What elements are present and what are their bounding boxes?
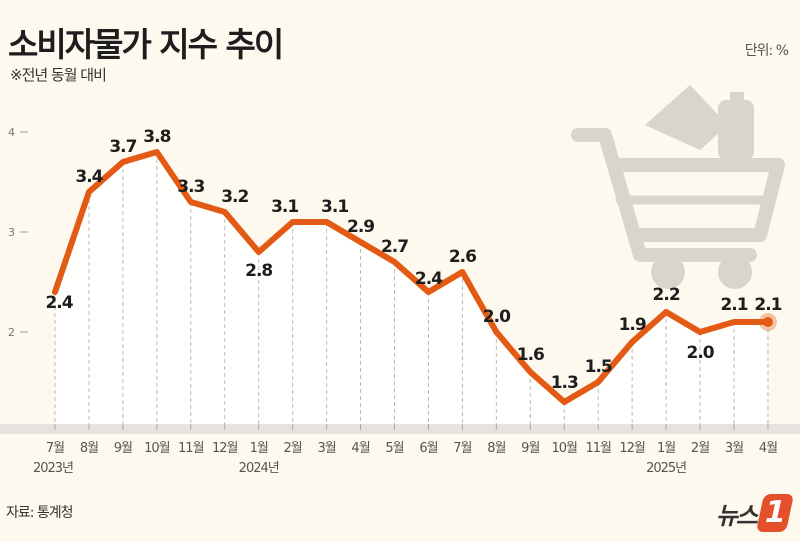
data-label: 3.8	[143, 127, 170, 147]
x-tick-label: 8월	[80, 441, 98, 456]
x-tick-label: 4월	[351, 441, 369, 456]
data-label: 2.1	[754, 295, 781, 315]
y-tick-label: 2	[8, 326, 15, 339]
source-label: 자료: 통계청	[6, 505, 74, 521]
data-label: 2.4	[45, 293, 73, 313]
x-tick-label: 5월	[385, 441, 403, 456]
x-tick-label: 3월	[725, 441, 743, 456]
end-marker	[762, 317, 773, 327]
data-label: 3.1	[321, 197, 348, 217]
x-tick-label: 10월	[144, 441, 170, 456]
x-tick-label: 7월	[46, 441, 64, 456]
chart-subtitle: ※전년 동월 대비	[10, 66, 107, 84]
y-tick-label: 3	[8, 226, 15, 239]
data-label: 2.2	[653, 285, 680, 305]
x-tick-label: 2월	[691, 441, 709, 456]
data-label: 2.0	[686, 343, 714, 363]
series-line	[52, 149, 771, 405]
year-label: 2025년	[646, 461, 686, 476]
data-label: 2.0	[483, 307, 511, 327]
data-label: 1.5	[585, 357, 612, 377]
data-label: 2.8	[245, 261, 272, 281]
data-label: 2.4	[415, 269, 443, 289]
news1-logo: 뉴스 1	[716, 494, 795, 532]
x-tick-label: 7월	[453, 441, 471, 456]
data-label: 3.7	[109, 137, 136, 157]
x-tick-label: 1월	[657, 441, 675, 456]
data-label: 3.3	[177, 177, 204, 197]
x-tick-label: 10월	[551, 441, 577, 456]
unit-label: 단위: %	[744, 43, 789, 59]
x-tick-label: 9월	[521, 441, 539, 456]
x-tick-label: 11월	[585, 441, 611, 456]
x-tick-label: 6월	[419, 441, 437, 456]
shopping-cart-icon	[571, 85, 785, 289]
x-tick-label: 9월	[114, 441, 132, 456]
data-label: 1.9	[619, 315, 646, 335]
area-fill	[55, 152, 768, 424]
x-tick-label: 12월	[212, 441, 238, 456]
data-label: 2.1	[720, 295, 747, 315]
x-tick-label: 4월	[759, 441, 777, 456]
data-label: 3.1	[271, 197, 298, 217]
data-label: 2.6	[449, 247, 476, 267]
x-tick-label: 8월	[487, 441, 505, 456]
data-label: 2.9	[347, 217, 374, 237]
x-tick-label: 1월	[250, 441, 268, 456]
data-label: 3.2	[221, 187, 248, 207]
x-tick-label: 11월	[178, 441, 204, 456]
year-label: 2023년	[33, 461, 73, 476]
x-tick-label: 2월	[284, 441, 302, 456]
x-tick-label: 3월	[317, 441, 335, 456]
x-tick-label: 12월	[619, 441, 645, 456]
y-tick-label: 4	[8, 126, 15, 139]
x-axis-band	[0, 424, 800, 434]
data-label: 1.3	[551, 373, 578, 393]
data-label: 2.7	[381, 237, 408, 257]
year-label: 2024년	[239, 461, 279, 476]
data-label: 1.6	[517, 345, 544, 365]
chart-title: 소비자물가 지수 추이	[8, 25, 284, 64]
data-label: 3.4	[75, 167, 103, 187]
